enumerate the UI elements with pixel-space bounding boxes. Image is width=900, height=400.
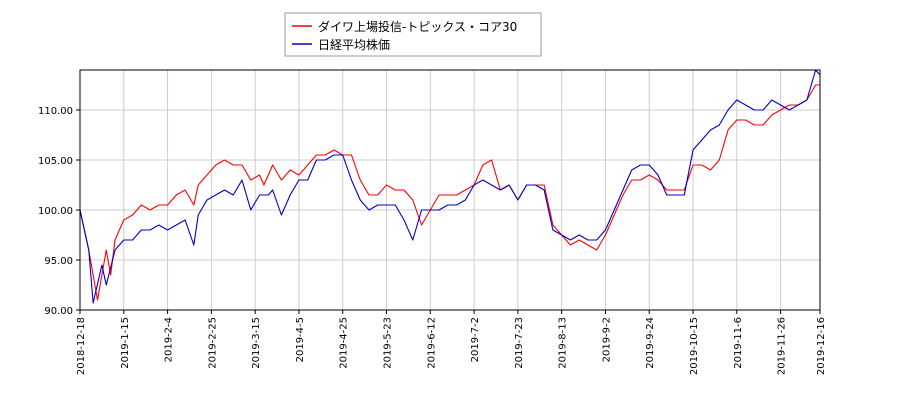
x-tick-label: 2019-12-16 <box>816 317 827 375</box>
x-tick-label: 2019-3-15 <box>251 317 262 369</box>
series-line-1 <box>79 84 820 301</box>
grid <box>79 70 821 311</box>
x-tick-label: 2019-11-6 <box>733 317 744 369</box>
x-tick-label: 2019-11-26 <box>777 317 788 375</box>
x-tick-label: 2019-10-15 <box>689 317 700 375</box>
x-tick-label: 2019-9-24 <box>645 317 656 369</box>
legend: ダイワ上場投信-トピックス・コア30 日経平均株価 <box>284 12 542 57</box>
x-tick-label: 2019-8-13 <box>558 317 569 369</box>
x-tick-label: 2019-7-23 <box>514 317 525 369</box>
series-line-2 <box>79 69 821 304</box>
x-tick-label: 2019-2-4 <box>164 317 175 362</box>
x-tick-label: 2019-1-15 <box>120 317 131 369</box>
legend-label-1: ダイワ上場投信-トピックス・コア30 <box>318 19 517 34</box>
legend-box <box>284 12 542 57</box>
x-tick-label: 2019-4-5 <box>295 317 306 362</box>
y-tick-label: 110.00 <box>38 106 73 117</box>
x-tick-label: 2019-4-25 <box>339 317 350 369</box>
x-tick-label: 2019-9-2 <box>601 317 612 362</box>
legend-label-2: 日経平均株価 <box>318 37 390 52</box>
y-tick-label: 100.00 <box>38 206 73 217</box>
series-layer <box>79 69 821 304</box>
x-tick-label: 2019-5-23 <box>383 317 394 369</box>
x-tick-label: 2019-6-12 <box>426 317 437 369</box>
y-tick-label: 95.00 <box>44 256 73 267</box>
x-tick-label: 2018-12-18 <box>76 317 87 375</box>
x-tick-label: 2019-2-25 <box>207 317 218 369</box>
x-tick-label: 2019-7-2 <box>470 317 481 362</box>
plot-frame <box>79 69 821 311</box>
y-tick-label: 105.00 <box>38 156 73 167</box>
axis-labels: 90.00 95.00 100.00 105.00 110.00 2018-12-18 20… <box>38 106 827 375</box>
y-tick-label: 90.00 <box>44 306 73 317</box>
